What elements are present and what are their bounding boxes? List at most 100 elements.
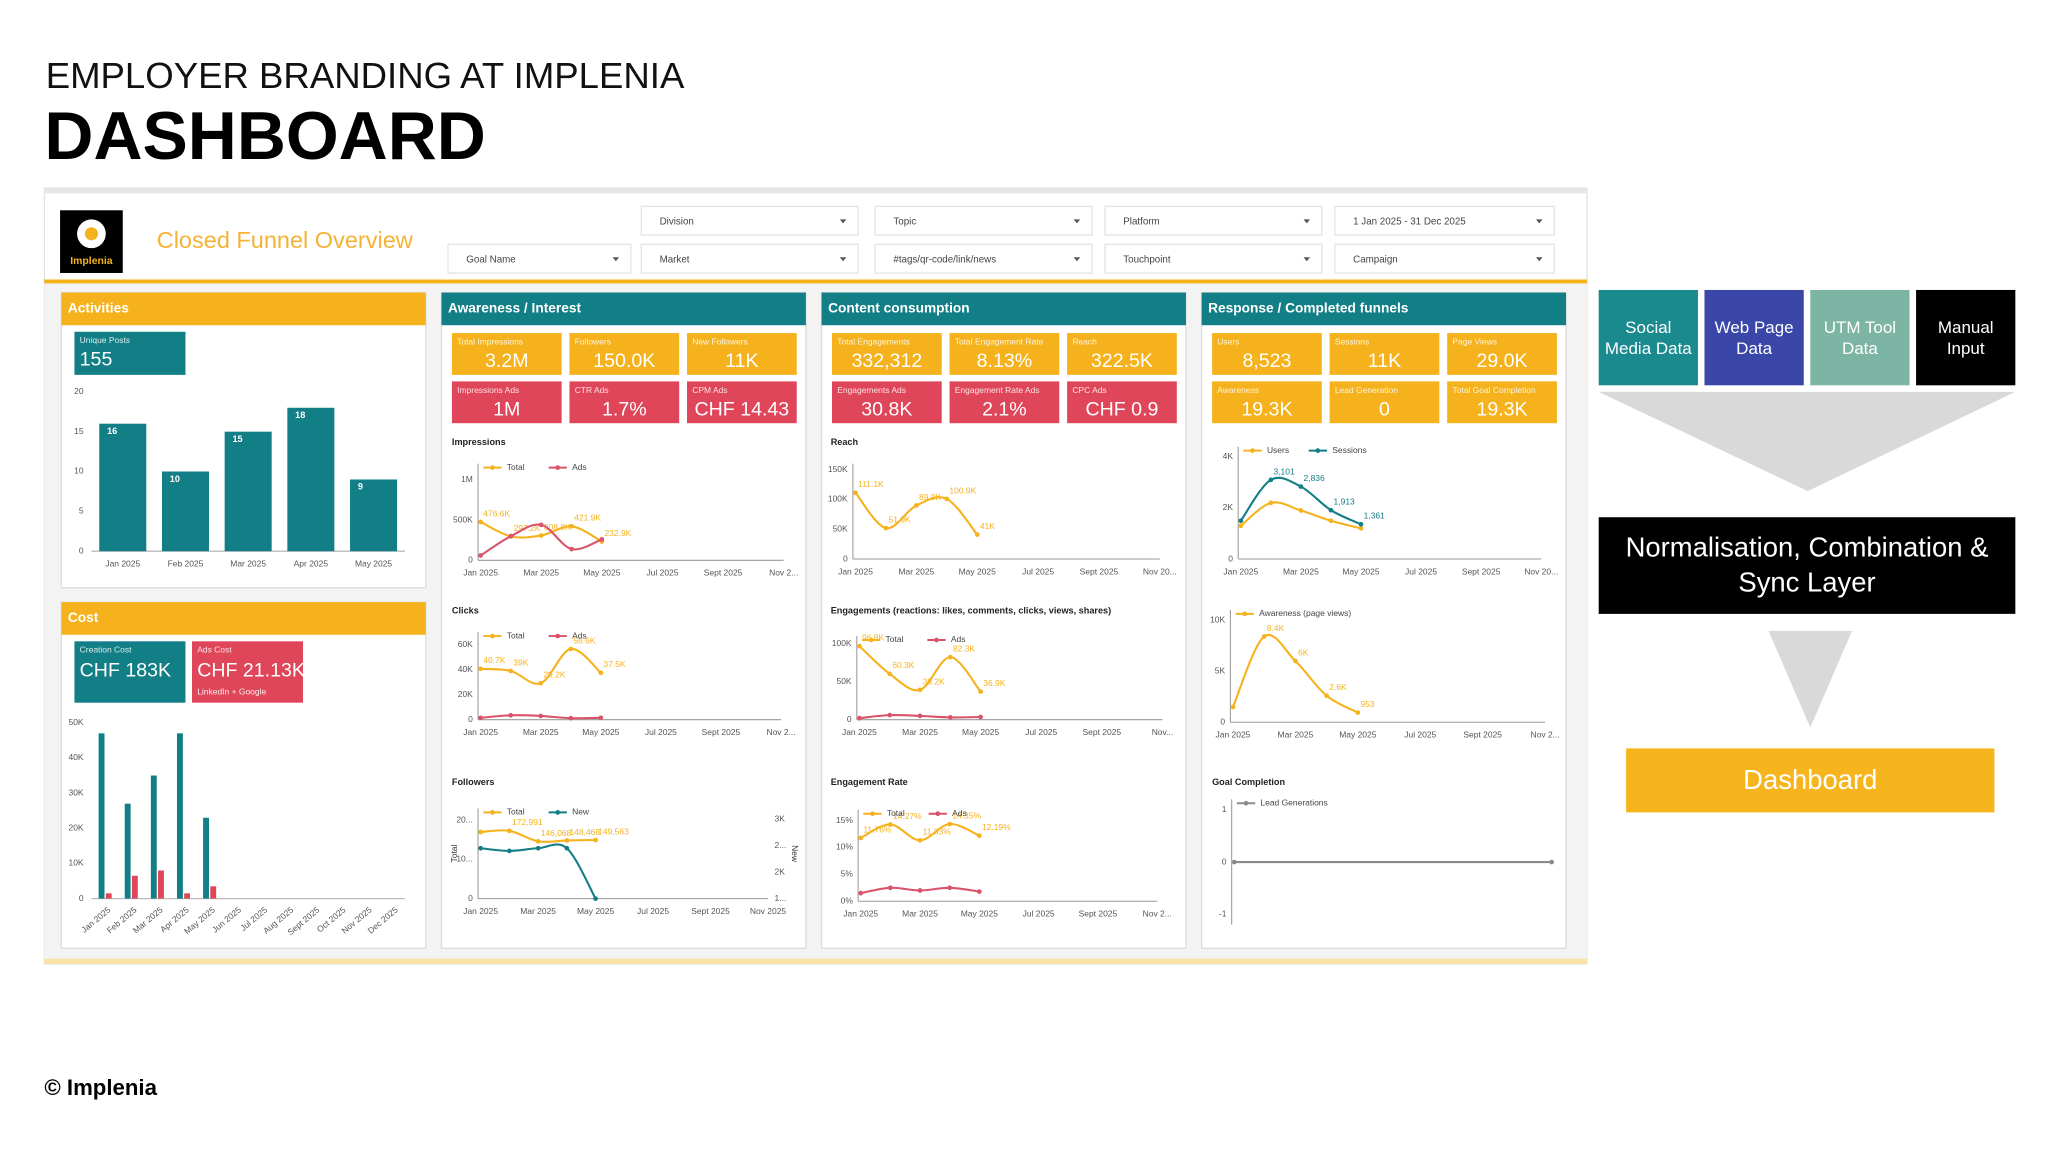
filter-label[interactable]: Topic: [893, 217, 916, 228]
data-label: 29.2K: [543, 670, 565, 680]
x-tick-label: Jul 2025: [637, 906, 669, 916]
filter-dropdown[interactable]: [874, 243, 1093, 274]
x-tick-label: Mar 2025: [1283, 566, 1319, 576]
x-tick-label: Nov 2...: [1531, 730, 1560, 740]
data-label: 51.9K: [889, 514, 911, 524]
x-tick-label: Jan 2025: [463, 727, 498, 737]
line-point: [478, 715, 484, 721]
filter-caret[interactable]: [1536, 219, 1543, 224]
line-point: [1328, 507, 1334, 513]
line-point: [508, 712, 514, 718]
x-tick-label: May 2025: [577, 906, 614, 916]
source-box: Manual Input: [1916, 289, 2016, 386]
y-tick-label: 15: [74, 426, 84, 436]
panel-header: [61, 602, 426, 635]
filter-caret[interactable]: [612, 257, 620, 262]
filter-label[interactable]: Platform: [1123, 217, 1159, 228]
data-label: 3,101: [1273, 466, 1294, 476]
filter-label[interactable]: 1 Jan 2025 - 31 Dec 2025: [1353, 217, 1466, 228]
filter-label[interactable]: Touchpoint: [1123, 255, 1171, 266]
y-tick-label: 0: [79, 545, 84, 555]
filter-dropdown[interactable]: [1104, 205, 1323, 236]
x-tick-label: Jan 2025: [843, 909, 878, 919]
filter-label[interactable]: Goal Name: [466, 255, 515, 266]
filter-dropdown[interactable]: [1334, 205, 1555, 236]
x-tick-label: Nov 2...: [769, 568, 798, 578]
dashboard-title: Closed Funnel Overview: [157, 227, 414, 253]
kpi-value: CHF 183K: [80, 660, 171, 682]
x-tick-label: Jan 2025: [105, 558, 140, 568]
x-tick-label: Sept 2025: [1080, 566, 1119, 576]
filter-caret[interactable]: [839, 219, 847, 224]
filter-caret[interactable]: [839, 257, 847, 262]
filter-label[interactable]: Market: [660, 255, 690, 266]
line-point: [1261, 634, 1267, 639]
x-tick-label: Nov 20...: [1143, 566, 1177, 576]
logo-flower-center: [84, 227, 98, 241]
filter-caret[interactable]: [1536, 257, 1543, 262]
x-tick-label: May 2025: [1339, 730, 1376, 740]
filter-dropdown[interactable]: [874, 205, 1093, 236]
slide-subtitle: EMPLOYER BRANDING AT IMPLENIA: [46, 55, 685, 96]
filter-label[interactable]: Division: [660, 217, 694, 228]
y-tick-label: 5K: [1215, 665, 1226, 675]
filter-dropdown[interactable]: [640, 205, 859, 236]
y-tick-label: 20: [74, 386, 84, 396]
filter-label[interactable]: #tags/qr-code/link/news: [893, 255, 996, 266]
legend-dot: [555, 465, 561, 470]
line-point: [1355, 710, 1361, 715]
filter-caret[interactable]: [1073, 219, 1081, 224]
kpi-value: 332,312: [851, 350, 922, 372]
chart-title: Followers: [452, 777, 495, 787]
line-point: [1231, 859, 1237, 865]
line-point: [564, 845, 570, 851]
bar-value-label: 18: [295, 410, 305, 420]
panel-title: Cost: [68, 610, 99, 625]
line-point: [598, 670, 604, 676]
y-tick-label: 10K: [1210, 614, 1225, 624]
data-label: 12.19%: [982, 822, 1011, 832]
line-point: [944, 496, 950, 502]
filter-caret[interactable]: [1073, 257, 1081, 262]
legend-label: Ads: [572, 630, 587, 640]
bar: [98, 733, 105, 899]
filter-dropdown[interactable]: [640, 243, 859, 274]
filter-caret[interactable]: [1303, 257, 1311, 262]
x-tick-label: Jan 2025: [463, 906, 498, 916]
x-tick-label: Mar 2025: [1278, 730, 1314, 740]
y-tick-label: 0%: [841, 895, 854, 905]
kpi-card: [949, 381, 1060, 424]
line-point: [598, 715, 604, 721]
filter-dropdown[interactable]: [1104, 243, 1323, 274]
line-point: [947, 885, 953, 891]
y-tick-label: 20K: [69, 823, 84, 833]
kpi-card: [451, 333, 562, 375]
x-tick-label: Mar 2025: [898, 566, 934, 576]
y-tick-label: 500K: [453, 514, 473, 524]
filter-caret[interactable]: [1303, 219, 1311, 224]
kpi-card: [74, 641, 186, 703]
kpi-value: 11K: [725, 350, 758, 372]
line-point: [914, 503, 919, 508]
data-label: 39K: [513, 657, 528, 667]
kpi-label: Followers: [575, 336, 611, 346]
x-tick-label: Sept 2025: [1083, 727, 1122, 737]
kpi-card: [1329, 381, 1440, 424]
y-tick-label: 10: [74, 466, 84, 476]
filter-label[interactable]: Campaign: [1353, 255, 1398, 266]
legend-dot: [490, 465, 495, 470]
filter-dropdown[interactable]: [447, 243, 632, 274]
bar: [350, 479, 398, 552]
y-tick-label: 20K: [458, 689, 473, 699]
kpi-card: [1447, 333, 1557, 375]
footer: © Implenia: [44, 1075, 157, 1100]
line-point: [888, 822, 893, 827]
kpi-note: LinkedIn + Google: [197, 686, 266, 696]
x-tick-label: Mar 2025: [523, 727, 559, 737]
data-label: 953: [1360, 699, 1374, 709]
bar-value-label: 15: [232, 434, 242, 444]
filter-dropdown[interactable]: [1334, 243, 1555, 274]
data-label: 82.3K: [953, 644, 975, 654]
y-tick-label: 100K: [828, 494, 848, 504]
legend-label: New: [572, 807, 590, 817]
